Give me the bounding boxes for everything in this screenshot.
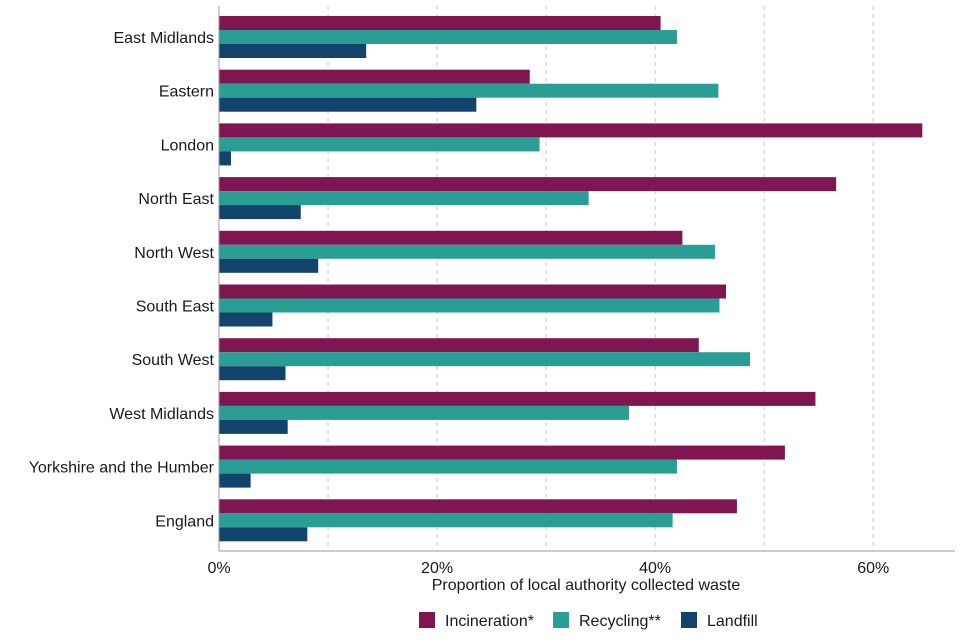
bar-north-west-incineration [219, 230, 683, 245]
bar-eastern-landfill [219, 97, 477, 112]
bar-north-west-recycling [219, 244, 716, 259]
bar-yorkshire-and-the-humber-recycling [219, 459, 677, 474]
bar-east-midlands-recycling [219, 30, 677, 44]
legend-label-landfill: Landfill [707, 613, 758, 630]
bar-west-midlands-incineration [219, 391, 816, 406]
bar-north-east-landfill [219, 205, 301, 220]
bar-england-incineration [219, 499, 737, 514]
category-labels: East Midlands Eastern London North East Nort… [29, 30, 215, 530]
bar-south-west-landfill [219, 366, 286, 381]
bar-east-midlands-incineration [219, 16, 661, 30]
bar-eastern-incineration [219, 69, 530, 84]
bar-england-landfill [219, 527, 308, 542]
category-label: South East [136, 299, 215, 316]
bar-london-incineration [219, 123, 923, 138]
legend-swatch-incineration [419, 612, 435, 628]
bar-west-midlands-landfill [219, 419, 288, 434]
bar-yorkshire-and-the-humber-incineration [219, 445, 785, 460]
bar-eastern-recycling [219, 83, 719, 98]
legend-swatch-recycling [553, 612, 569, 628]
bar-south-west-recycling [219, 352, 751, 367]
category-label: North East [138, 191, 214, 208]
bar-north-west-landfill [219, 258, 319, 273]
bar-north-east-recycling [219, 191, 589, 206]
legend-swatch-landfill [681, 612, 697, 628]
bar-west-midlands-recycling [219, 405, 629, 420]
category-label: South West [132, 352, 215, 369]
category-label: West Midlands [109, 406, 214, 423]
x-tick-labels: 0% 20% 40% 60% [207, 560, 889, 577]
bar-yorkshire-and-the-humber-landfill [219, 473, 251, 488]
category-label: England [155, 513, 214, 530]
bar-london-landfill [219, 151, 231, 166]
category-label: East Midlands [114, 30, 215, 47]
legend: Incineration* Recycling** Landfill [419, 612, 758, 630]
category-label: North West [134, 245, 214, 262]
bar-south-west-incineration [219, 338, 699, 353]
bar-south-east-landfill [219, 312, 273, 327]
bar-south-east-incineration [219, 284, 727, 299]
category-label: Eastern [159, 84, 214, 101]
bar-east-midlands-landfill [219, 44, 367, 58]
x-tick-label: 20% [421, 560, 453, 577]
x-tick-label: 0% [207, 560, 230, 577]
x-axis-title: Proportion of local authority collected … [432, 577, 741, 594]
bars [219, 16, 923, 542]
bar-north-east-incineration [219, 177, 837, 192]
category-label: London [161, 137, 214, 154]
x-tick-label: 40% [639, 560, 671, 577]
category-label: Yorkshire and the Humber [29, 460, 215, 477]
bar-england-recycling [219, 513, 673, 528]
x-tick-label: 60% [857, 560, 889, 577]
legend-label-incineration: Incineration* [445, 613, 534, 630]
bar-south-east-recycling [219, 298, 720, 313]
legend-label-recycling: Recycling** [579, 613, 661, 630]
bar-london-recycling [219, 137, 540, 152]
